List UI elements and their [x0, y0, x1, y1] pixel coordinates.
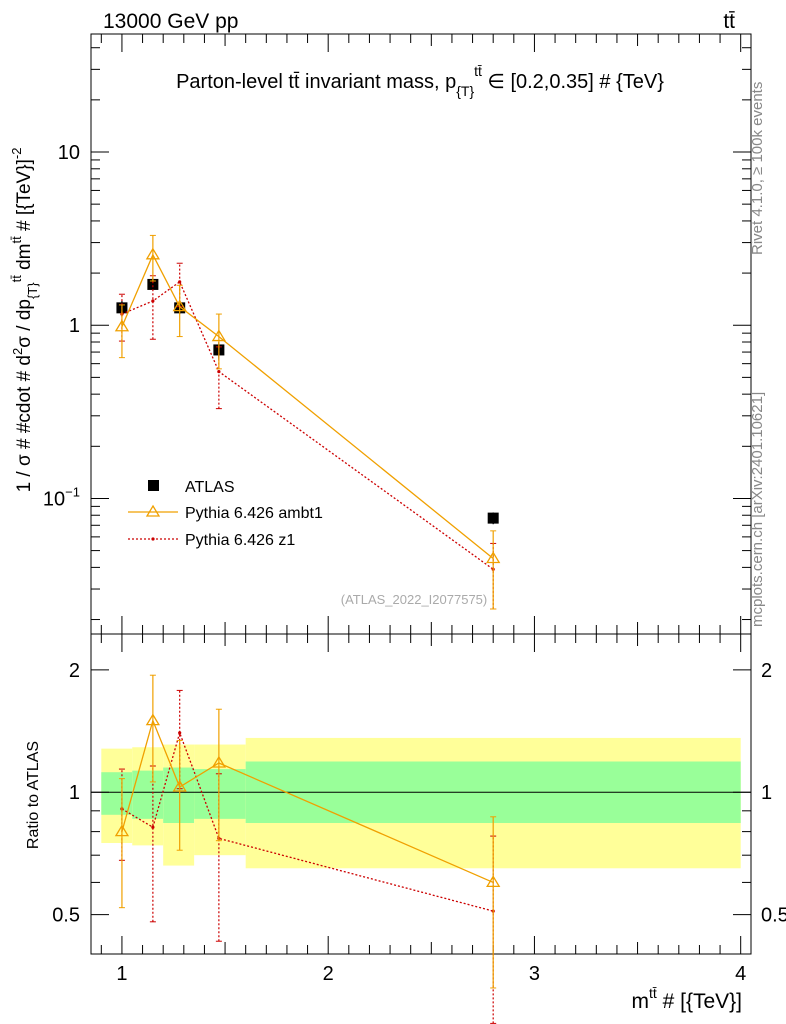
- ylabel-d: {T}: [25, 282, 40, 299]
- main-title: Parton-level tt̄ invariant mass, p{T}tt̄…: [176, 63, 664, 99]
- ambt1-marker-4: [486, 551, 501, 564]
- ratio-plot-frame: [90, 633, 752, 955]
- header-right: tt̄: [723, 10, 735, 33]
- title-pre: Parton-level tt̄ invariant mass, p: [176, 71, 456, 93]
- legend-z1-label: Pythia 6.426 z1: [185, 532, 295, 549]
- ratio-ambt1-marker-0: [114, 824, 130, 837]
- ratio-ytick-label-right-0: 0.5: [761, 905, 786, 927]
- title-sup: tt̄: [474, 63, 482, 79]
- ratio-ytick-label-left-2: 2: [69, 660, 80, 682]
- main-ylabel: 1 / σ # #cdot # d2σ / dp{T}tt̄ dmtt̄ # […: [9, 148, 40, 493]
- ylabel-g: tt̄: [9, 236, 24, 244]
- main-ytick-label-0: 10−1: [43, 484, 80, 510]
- ambt1-marker-1: [145, 247, 161, 260]
- ratio-ytick-label-right-1: 1: [761, 782, 772, 804]
- ratio-ytick-label-left-0: 0.5: [52, 905, 80, 927]
- ratio-ylabel: Ratio to ATLAS: [25, 741, 42, 849]
- x-tick-label-1: 2: [323, 963, 334, 985]
- xlabel-a: m: [631, 990, 649, 1013]
- ylabel-b: 2: [10, 348, 25, 355]
- ratio-ambt1-marker-3: [211, 755, 227, 768]
- ytick-exp: −1: [65, 484, 80, 499]
- ratio-ambt1-marker-4: [486, 875, 501, 888]
- header-left: 13000 GeV pp: [103, 10, 238, 33]
- legend-ambt1-marker: [145, 504, 161, 517]
- ratio-ambt1-marker-2: [172, 779, 187, 792]
- title-post: ∈ [0.2,0.35] # {TeV}: [482, 71, 664, 93]
- ylabel-f: dm: [14, 244, 35, 276]
- ratio-axis-ticks: 0.5 0.5 1 1 2 2 1 2 3 4: [52, 634, 786, 985]
- ylabel-e: tt̄: [9, 275, 24, 283]
- legend-ambt1-label: Pythia 6.426 ambt1: [185, 505, 323, 522]
- x-tick-label-0: 1: [116, 963, 127, 985]
- x-tick-label-3: 4: [735, 963, 746, 985]
- analysis-watermark: (ATLAS_2022_I2077575): [341, 592, 487, 607]
- xlabel-c: # [{TeV}]: [657, 990, 742, 1013]
- x-axis-label: mtt̄ # [{TeV}]: [631, 985, 742, 1013]
- x-tick-label-2: 3: [529, 963, 540, 985]
- legend-atlas-label: ATLAS: [185, 479, 235, 496]
- ambt1-marker-2: [172, 299, 187, 312]
- main-ytick-label-1: 1: [69, 315, 80, 337]
- ratio-ambt1-marker-1: [145, 713, 161, 726]
- ratio-data-layer: [114, 674, 501, 1024]
- atlas-marker-4: [487, 512, 499, 524]
- ylabel-a: 1 / σ # #cdot # d: [14, 355, 35, 492]
- ratio-band-inner-0: [101, 772, 133, 815]
- ratio-band-inner-2: [163, 767, 195, 824]
- legend-atlas-marker: [148, 480, 159, 491]
- z1-marker-2: [178, 280, 182, 284]
- ratio-ytick-label-left-1: 1: [69, 782, 80, 804]
- legend-z1-marker: [151, 537, 155, 541]
- ambt1-marker-0: [114, 319, 130, 332]
- z1-marker-1: [151, 299, 155, 303]
- z1-line: [121, 280, 494, 570]
- main-ytick-label-2: 10: [58, 142, 80, 164]
- ylabel-c: σ / dp: [14, 299, 35, 348]
- atlas-marker-1: [147, 278, 159, 290]
- legend: ATLAS Pythia 6.426 ambt1 Pythia 6.426 z1: [128, 479, 323, 549]
- ylabel-h: # [{TeV}]: [14, 159, 35, 236]
- ratio-band-inner-3: [194, 769, 246, 819]
- ratio-bands: [101, 737, 741, 869]
- ratio-z1-marker-1: [151, 825, 155, 829]
- ytick-base: 10: [43, 488, 65, 510]
- ratio-ytick-label-right-2: 2: [761, 660, 772, 682]
- mcplots-label: mcplots.cern.ch [arXiv:2401.10621]: [749, 392, 766, 627]
- title-sub: {T}: [456, 83, 474, 99]
- ambt1-marker-3: [211, 329, 227, 342]
- z1-marker-3: [217, 369, 221, 374]
- rivet-version-label: Rivet 4.1.0, ≥ 100k events: [749, 82, 766, 255]
- ratio-z1-line: [121, 730, 494, 912]
- ylabel-i: -2: [9, 148, 24, 160]
- main-data-layer: [114, 234, 501, 610]
- xlabel-b: tt̄: [649, 985, 657, 1001]
- ratio-z1-marker-2: [178, 731, 182, 735]
